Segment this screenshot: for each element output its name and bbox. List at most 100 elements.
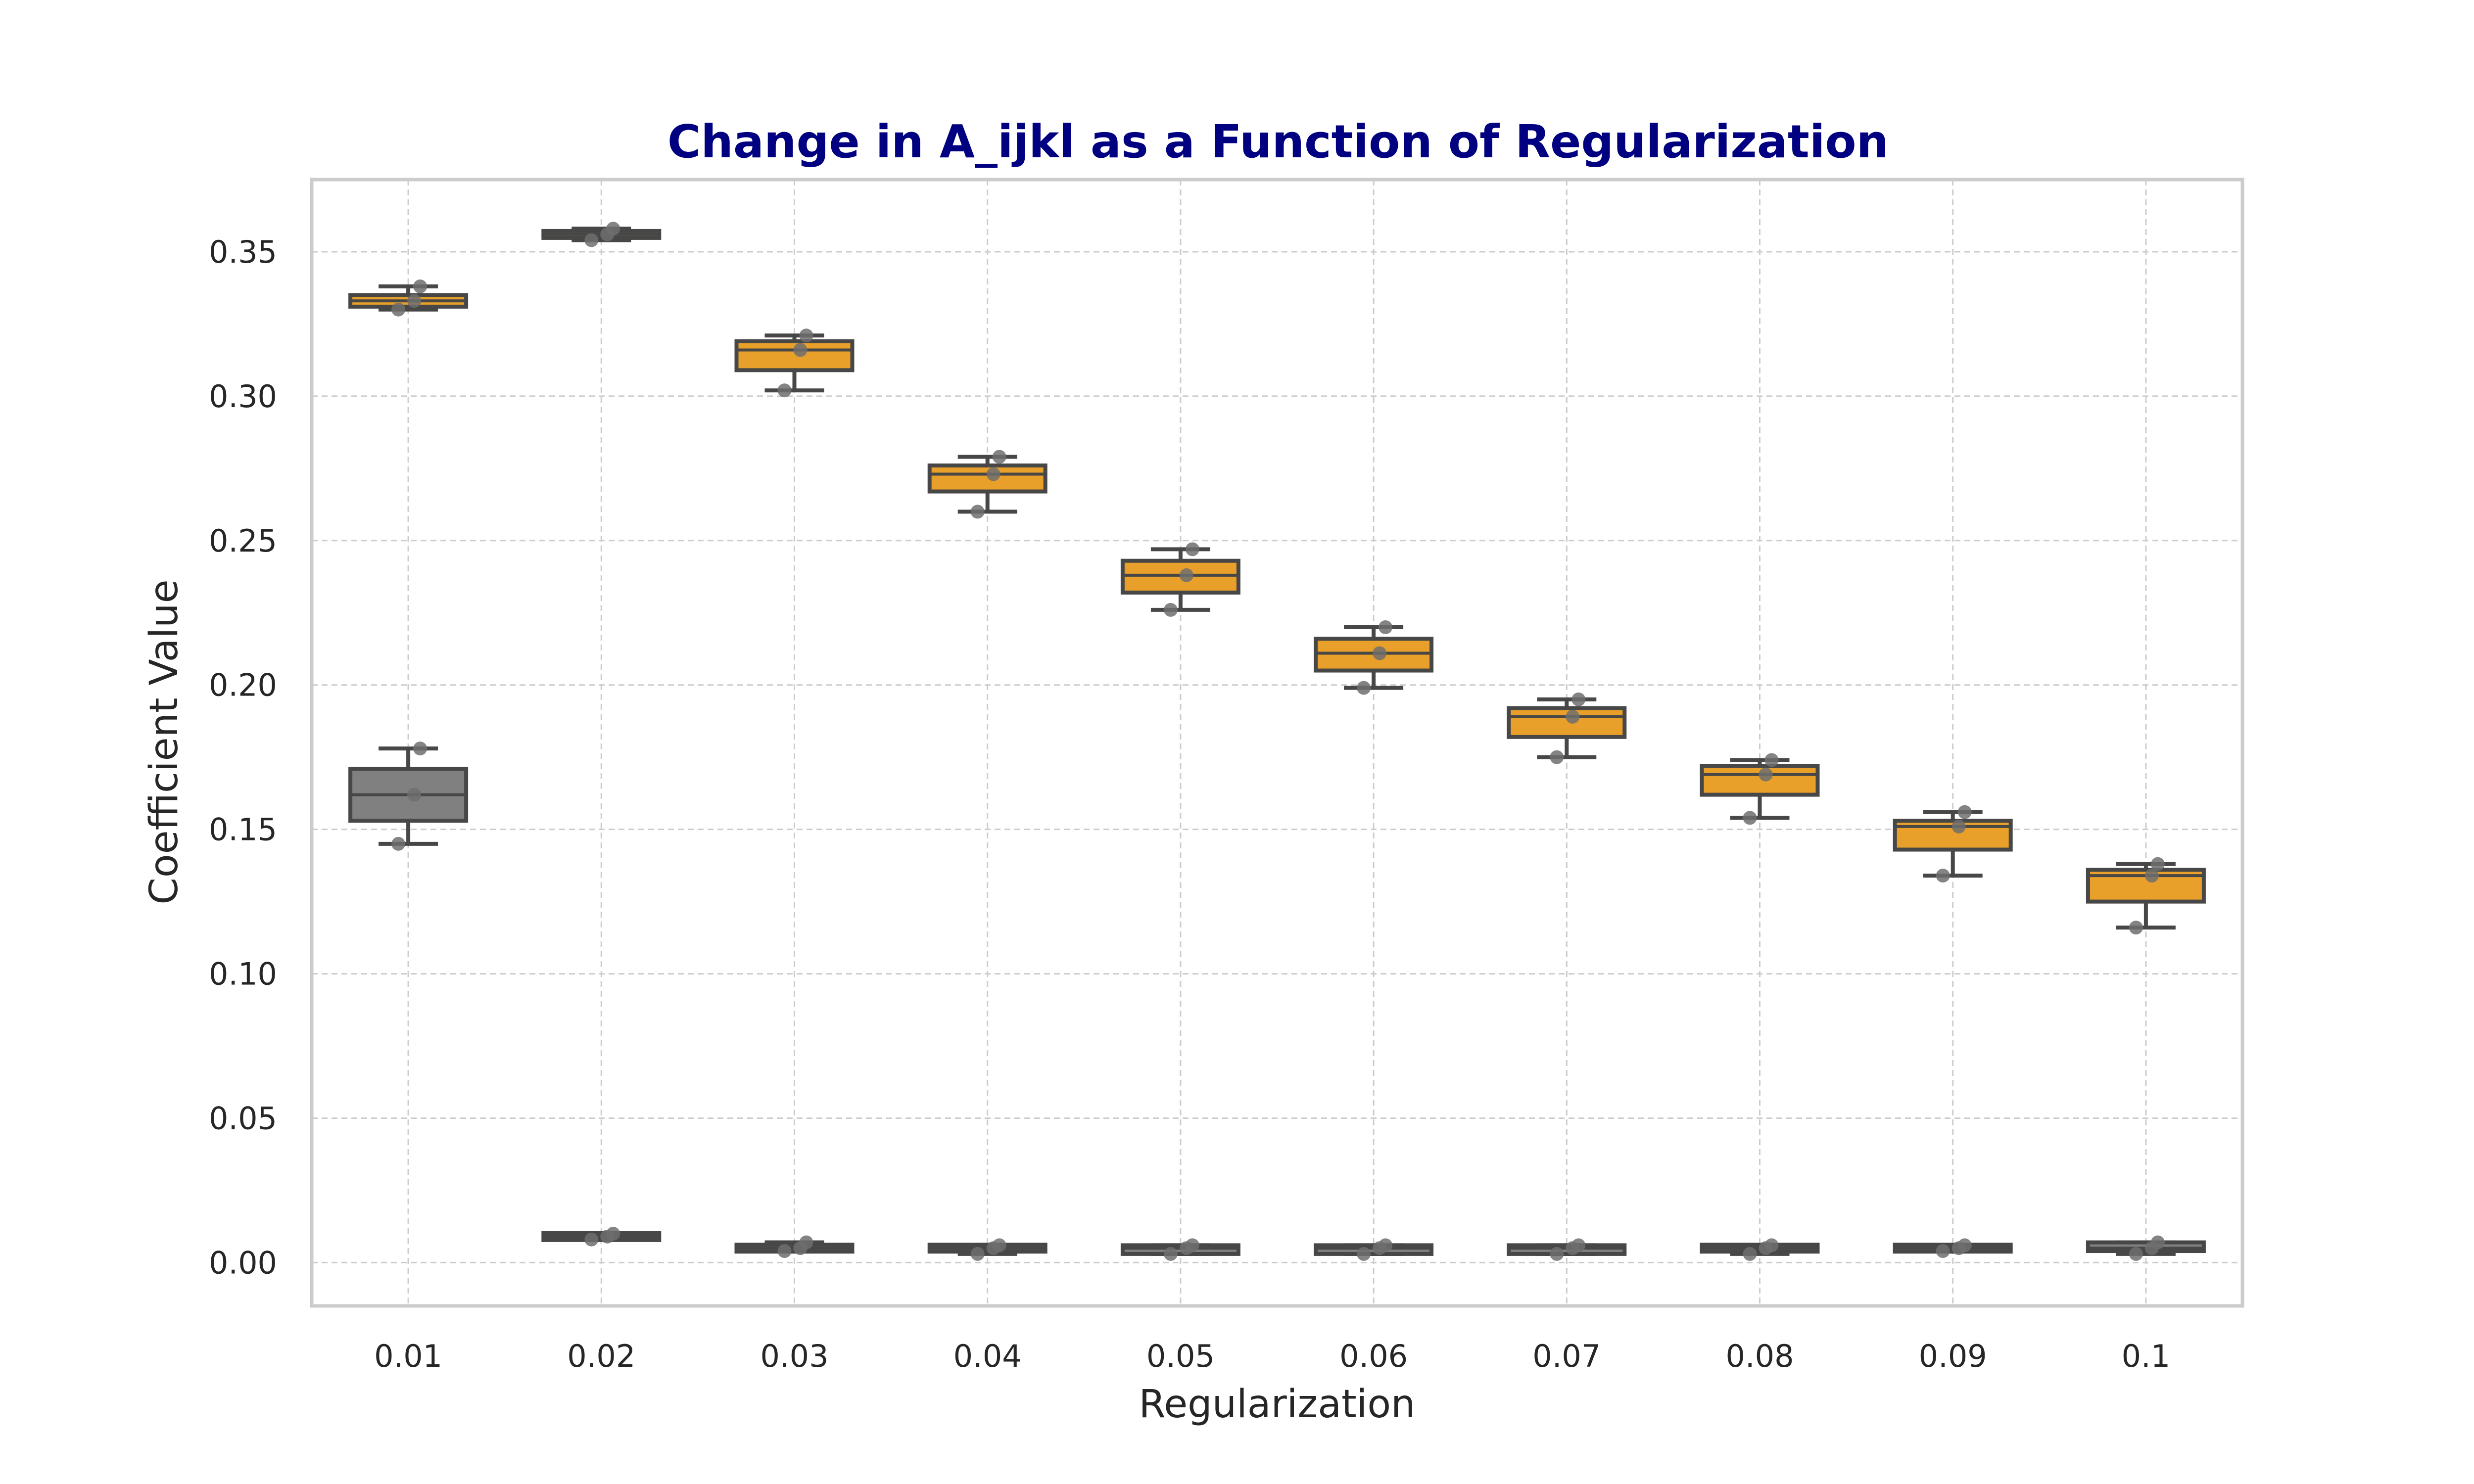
box-0.04 — [927, 1238, 1047, 1261]
data-point — [606, 222, 620, 236]
grid — [312, 180, 2242, 1306]
data-point — [2129, 921, 2143, 935]
box-0.01 — [348, 742, 469, 851]
data-point — [1566, 709, 1580, 724]
data-point — [407, 788, 422, 802]
data-point — [2129, 1247, 2143, 1261]
box-0.08 — [1700, 753, 1820, 825]
box-0.02 — [541, 1227, 662, 1247]
x-tick-label: 0.07 — [1532, 1338, 1601, 1374]
y-tick-label: 0.10 — [209, 956, 277, 992]
data-point — [1764, 1238, 1779, 1252]
data-point — [584, 233, 599, 247]
x-tick-label: 0.02 — [567, 1338, 635, 1374]
data-point — [1185, 542, 1199, 556]
box-body — [927, 464, 1047, 494]
box-0.05 — [1120, 1238, 1240, 1261]
data-point — [606, 1227, 620, 1241]
data-point — [970, 505, 985, 519]
data-point — [391, 302, 406, 317]
data-point — [793, 343, 808, 357]
x-tick-label: 0.08 — [1725, 1338, 1794, 1374]
box-0.06 — [1314, 620, 1434, 695]
data-point — [1357, 1247, 1371, 1261]
data-point — [777, 1244, 792, 1258]
data-point — [413, 279, 428, 294]
x-tick-label: 0.05 — [1146, 1338, 1215, 1374]
data-point — [1743, 811, 1757, 825]
box-0.06 — [1314, 1238, 1434, 1261]
data-point — [1163, 1247, 1178, 1261]
box-0.04 — [927, 450, 1047, 519]
data-point — [1550, 1247, 1564, 1261]
box-body — [734, 339, 855, 372]
data-point — [1571, 1238, 1586, 1252]
chart-title: Change in A_ijkl as a Function of Regula… — [667, 115, 1889, 168]
y-tick-label: 0.00 — [209, 1245, 277, 1281]
box-0.05 — [1120, 542, 1240, 617]
box-body — [1507, 706, 1627, 739]
data-point — [1936, 869, 1950, 883]
y-tick-label: 0.15 — [209, 812, 277, 848]
data-point — [413, 742, 428, 756]
data-point — [1759, 767, 1773, 782]
data-point — [1373, 646, 1387, 660]
x-axis-label: Regularization — [1139, 1382, 1416, 1427]
box-0.01 — [348, 279, 469, 317]
box-0.07 — [1507, 692, 1627, 764]
box-body — [1700, 764, 1820, 797]
box-0.07 — [1507, 1238, 1627, 1261]
data-point — [986, 467, 1000, 481]
data-point — [584, 1232, 599, 1247]
data-point — [2150, 857, 2165, 871]
data-point — [1951, 819, 1966, 834]
data-point — [1743, 1247, 1757, 1261]
data-point — [1957, 805, 1972, 819]
y-tick-label: 0.05 — [209, 1101, 277, 1137]
x-tick-label: 0.04 — [953, 1338, 1022, 1374]
data-point — [1764, 753, 1779, 767]
box-0.09 — [1893, 805, 2013, 883]
data-point — [1936, 1244, 1950, 1258]
data-point — [992, 450, 1006, 464]
data-point — [992, 1238, 1006, 1252]
data-point — [777, 383, 792, 398]
data-point — [1957, 1238, 1972, 1252]
data-point — [407, 294, 422, 308]
data-point — [1379, 1238, 1393, 1252]
data-point — [1379, 620, 1393, 634]
data-point — [1163, 603, 1178, 617]
data-point — [1179, 568, 1193, 582]
y-tick-label: 0.35 — [209, 234, 277, 270]
data-point — [970, 1247, 985, 1261]
y-tick-label: 0.20 — [209, 667, 277, 703]
box-0.1 — [2086, 1235, 2206, 1261]
data-point — [1571, 692, 1586, 706]
box-0.02 — [541, 222, 662, 247]
data-point — [1357, 681, 1371, 695]
y-axis-label: Coefficient Value — [142, 579, 187, 904]
data-point — [391, 836, 406, 851]
box-series-group — [348, 222, 2206, 1261]
plot-frame — [310, 178, 2244, 1308]
x-tick-label: 0.09 — [1919, 1338, 1987, 1374]
data-point — [2144, 869, 2159, 883]
data-point — [1550, 750, 1564, 764]
y-tick-label: 0.30 — [209, 378, 277, 415]
x-tick-label: 0.01 — [374, 1338, 442, 1374]
box-0.1 — [2086, 857, 2206, 935]
x-tick-label: 0.03 — [760, 1338, 828, 1374]
data-point — [799, 1235, 813, 1250]
box-0.03 — [734, 328, 855, 398]
y-tick-label: 0.25 — [209, 523, 277, 559]
data-point — [2150, 1235, 2165, 1250]
box-0.09 — [1893, 1238, 2013, 1258]
box-0.08 — [1700, 1238, 1820, 1261]
x-tick-label: 0.1 — [2122, 1338, 2171, 1374]
y-axis-ticks: 0.00 0.05 0.10 0.15 0.20 0.25 0.30 0.35 — [209, 234, 277, 1281]
box-0.03 — [734, 1235, 855, 1258]
data-point — [799, 328, 813, 343]
x-tick-label: 0.06 — [1339, 1338, 1408, 1374]
data-point — [1185, 1238, 1199, 1252]
